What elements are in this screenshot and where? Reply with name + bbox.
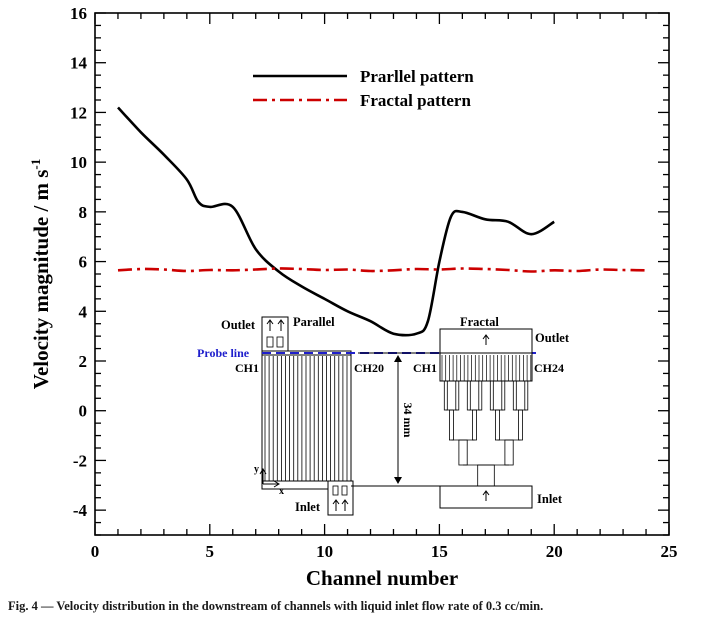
dimension-label: 34 mm [401,403,415,438]
fractal-branch [494,409,500,441]
fractal-branch [501,380,506,411]
parallel-first-channel: CH1 [235,361,259,375]
y-tick-label: 12 [70,103,87,122]
fractal-outlet-arrow [482,334,490,345]
y-axis-title-main: Velocity magnitude / m s [29,170,53,390]
y-tick-label: 4 [79,302,88,321]
y-tick-label: -2 [73,451,87,470]
parallel-inlet-arrows [332,499,349,511]
inset-parallel: Outlet Parallel Inlet y x CH1 CH20 [221,315,384,516]
fractal-branch [471,409,477,441]
x-tick-labels: 0 5 10 15 20 25 [91,542,678,561]
y-tick-label: 16 [70,4,87,23]
parallel-inlet-port [341,485,348,496]
parallel-outlet-label: Outlet [221,318,256,332]
parallel-inlet-port [332,485,339,496]
fractal-title: Fractal [460,315,499,329]
legend: Prarllel pattern Fractal pattern [253,67,474,110]
axis-ticks [94,12,670,536]
x-axis-title: Channel number [306,566,458,590]
fractal-branch [524,380,529,411]
y-tick-label: 10 [70,153,87,172]
fractal-channel-row [439,352,533,382]
figure-caption: Fig. 4 — Velocity distribution in the do… [8,599,544,613]
fractal-branch [477,464,495,487]
legend-label-parallel: Prarllel pattern [360,67,474,86]
dimension-marker: 34 mm [351,352,440,487]
fractal-inlet-label: Inlet [537,492,563,506]
parallel-channels [264,356,348,482]
y-axis-title-exponent: -1 [28,159,43,170]
fractal-branch [455,380,460,411]
x-tick-label: 10 [316,542,333,561]
x-tick-label: 0 [91,542,100,561]
parallel-last-channel: CH20 [354,361,384,375]
fractal-branch [478,380,483,411]
fractal-first-channel: CH1 [413,361,437,375]
fractal-branch [512,380,517,411]
coordinate-axes [259,468,280,488]
parallel-inlet-label: Inlet [295,500,321,514]
x-axis-marker: x [279,486,284,497]
y-tick-label: 2 [79,352,88,371]
fractal-outlet-label: Outlet [535,331,570,345]
parallel-title: Parallel [293,315,335,329]
y-tick-label: 14 [70,54,88,73]
x-tick-label: 25 [661,542,678,561]
parallel-outlet-port [276,336,284,348]
y-tick-labels: -4 -2 0 2 4 6 8 10 12 14 16 [70,4,88,520]
fractal-branch [504,439,514,466]
y-tick-label: -4 [73,501,88,520]
fractal-branch [489,380,494,411]
parallel-inlet-box [327,480,354,516]
y-axis-title: Velocity magnitude / m s-1 [28,159,53,390]
fractal-inlet-arrow [482,490,490,501]
parallel-outlet-port [266,336,274,348]
parallel-channel-block [261,354,352,484]
fractal-branch [443,380,448,411]
y-tick-label: 0 [79,402,88,421]
fractal-last-channel: CH24 [534,361,564,375]
probe-line-label: Probe line [197,346,250,360]
x-tick-label: 20 [546,542,563,561]
inset-fractal: Fractal Outlet Inlet CH1 CH24 [413,315,570,509]
y-axis-marker: y [254,464,259,475]
fractal-channel-tree [439,352,533,487]
fractal-branch [466,380,471,411]
x-tick-label: 15 [431,542,448,561]
fractal-branch [458,439,468,466]
parallel-outlet-box [261,316,289,352]
y-tick-label: 8 [79,203,88,222]
series-line-parallel [117,106,555,337]
x-tick-label: 5 [206,542,215,561]
series-line-fractal [117,267,647,273]
fractal-branch [518,409,523,441]
legend-label-fractal: Fractal pattern [360,91,471,110]
series-group [117,106,647,337]
parallel-outlet-arrows [266,319,285,331]
y-tick-label: 6 [79,253,88,272]
fractal-branch [448,409,454,441]
